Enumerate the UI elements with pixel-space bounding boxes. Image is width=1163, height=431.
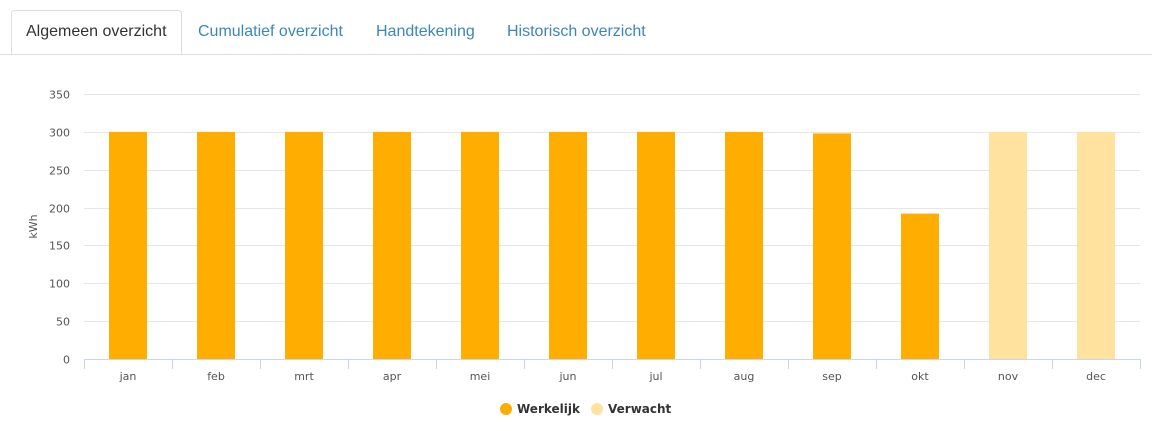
legend-label-verwacht: Verwacht bbox=[608, 402, 672, 416]
bar-werkelijk-mei[interactable] bbox=[461, 131, 499, 359]
tab-historisch-overzicht[interactable]: Historisch overzicht bbox=[507, 23, 646, 40]
y-axis-title: kWh bbox=[27, 214, 40, 238]
y-tick-label: 100 bbox=[49, 278, 70, 291]
bar-werkelijk-jan[interactable] bbox=[109, 131, 147, 359]
y-axis-ticks: 0 50 100 150 200 250 300 350 bbox=[49, 89, 70, 367]
bar-verwacht-nov[interactable] bbox=[989, 131, 1027, 359]
bar-werkelijk-feb[interactable] bbox=[197, 131, 235, 359]
legend-label-werkelijk: Werkelijk bbox=[517, 402, 580, 416]
bar-werkelijk-apr[interactable] bbox=[373, 131, 411, 359]
legend-dot-werkelijk-icon bbox=[500, 402, 512, 415]
legend-item-verwacht[interactable]: Verwacht bbox=[591, 399, 671, 419]
y-tick-label: 300 bbox=[49, 127, 70, 140]
x-tick-label: sep bbox=[822, 370, 841, 383]
legend-dot-verwacht-icon bbox=[591, 402, 603, 415]
x-tick-label: aug bbox=[734, 370, 755, 383]
x-tick-label: jul bbox=[648, 370, 662, 383]
y-tick-label: 50 bbox=[56, 316, 70, 329]
y-tick-label: 0 bbox=[63, 354, 70, 367]
tab-algemeen-overzicht[interactable]: Algemeen overzicht bbox=[11, 10, 182, 54]
bar-werkelijk-mrt[interactable] bbox=[285, 131, 323, 359]
bars bbox=[109, 131, 1115, 359]
x-tick-label: jan bbox=[119, 370, 137, 383]
bar-werkelijk-aug[interactable] bbox=[725, 131, 763, 359]
tab-bar: Algemeen overzicht Cumulatief overzicht … bbox=[0, 0, 1152, 55]
y-tick-label: 200 bbox=[49, 203, 70, 216]
x-tick-label: apr bbox=[383, 370, 402, 383]
x-tick-label: jun bbox=[559, 370, 577, 383]
bar-werkelijk-jul[interactable] bbox=[637, 131, 675, 359]
x-tick-label: feb bbox=[207, 370, 225, 383]
bar-werkelijk-jun[interactable] bbox=[549, 131, 587, 359]
y-tick-label: 150 bbox=[49, 240, 70, 253]
x-tick-label: nov bbox=[998, 370, 1019, 383]
gridlines bbox=[84, 94, 1140, 322]
x-tick-label: okt bbox=[911, 370, 929, 383]
legend-item-werkelijk[interactable]: Werkelijk bbox=[500, 399, 580, 419]
legend: Werkelijk Verwacht bbox=[0, 399, 1163, 419]
x-tick-label: mrt bbox=[294, 370, 314, 383]
y-tick-label: 350 bbox=[49, 89, 70, 102]
tab-cumulatief-overzicht[interactable]: Cumulatief overzicht bbox=[198, 23, 343, 40]
x-tick-label: dec bbox=[1086, 370, 1106, 383]
tab-handtekening[interactable]: Handtekening bbox=[376, 23, 475, 40]
bar-werkelijk-okt[interactable] bbox=[901, 213, 939, 359]
y-tick-label: 250 bbox=[49, 165, 70, 178]
bar-chart: 0 50 100 150 200 250 300 350 kWh jan feb mrt apr me… bbox=[27, 89, 1141, 383]
x-axis: jan feb mrt apr mei jun jul aug sep okt nov dec bbox=[84, 359, 1141, 383]
bar-verwacht-dec[interactable] bbox=[1077, 131, 1115, 359]
bar-werkelijk-sep[interactable] bbox=[813, 133, 851, 359]
x-tick-label: mei bbox=[470, 370, 491, 383]
